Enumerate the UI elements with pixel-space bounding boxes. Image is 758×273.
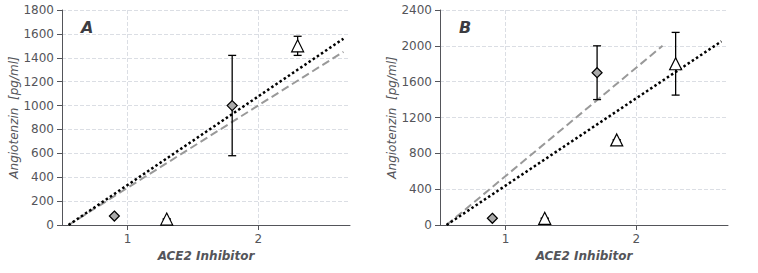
svg-text:2: 2 <box>633 232 641 246</box>
svg-text:1000: 1000 <box>23 99 54 113</box>
svg-text:400: 400 <box>409 182 432 196</box>
svg-text:2000: 2000 <box>401 39 432 53</box>
svg-text:1200: 1200 <box>23 75 54 89</box>
svg-text:1200: 1200 <box>401 111 432 125</box>
svg-text:1: 1 <box>502 232 510 246</box>
svg-text:1400: 1400 <box>23 51 54 65</box>
svg-text:600: 600 <box>31 146 54 160</box>
svg-text:0: 0 <box>424 218 432 232</box>
svg-text:1: 1 <box>124 232 132 246</box>
svg-text:2: 2 <box>255 232 263 246</box>
svg-text:1600: 1600 <box>401 75 432 89</box>
svg-text:Angiotenzin [pg/ml]: Angiotenzin [pg/ml] <box>7 56 21 180</box>
svg-text:400: 400 <box>31 170 54 184</box>
svg-text:ACE2 Inhibitor: ACE2 Inhibitor <box>535 249 634 263</box>
svg-text:2400: 2400 <box>401 3 432 17</box>
svg-text:Angiotenzin [pg/ml]: Angiotenzin [pg/ml] <box>385 56 399 180</box>
svg-text:1600: 1600 <box>23 27 54 41</box>
svg-text:1800: 1800 <box>23 3 54 17</box>
svg-text:200: 200 <box>31 194 54 208</box>
svg-text:B: B <box>459 18 471 37</box>
svg-text:ACE2 Inhibitor: ACE2 Inhibitor <box>157 249 256 263</box>
svg-text:A: A <box>79 18 93 37</box>
svg-text:800: 800 <box>31 122 54 136</box>
svg-text:800: 800 <box>409 146 432 160</box>
svg-text:0: 0 <box>46 218 54 232</box>
